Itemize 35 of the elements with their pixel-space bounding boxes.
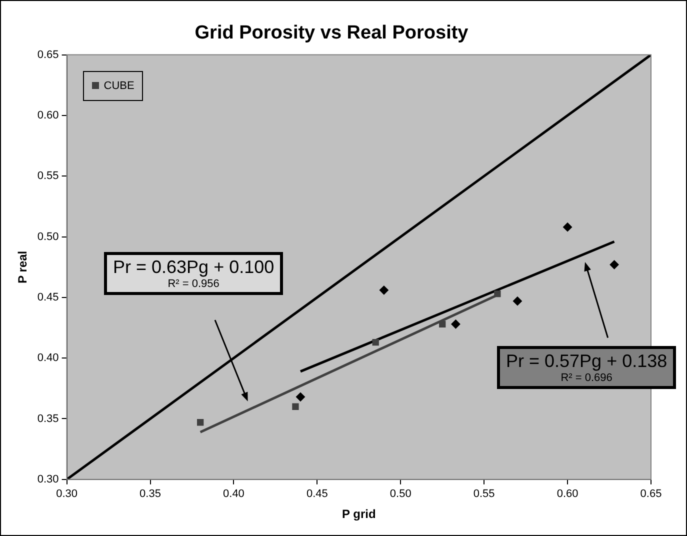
x-tick-label: 0.40 xyxy=(223,488,244,500)
y-tick-label: 0.40 xyxy=(37,352,59,364)
chart-title: Grid Porosity vs Real Porosity xyxy=(194,22,469,44)
x-tick-label: 0.35 xyxy=(140,488,161,500)
point xyxy=(512,296,522,306)
x-tick-label: 0.30 xyxy=(56,488,78,500)
x-tick-label: 0.65 xyxy=(640,488,662,500)
legend-label: CUBE xyxy=(104,80,134,92)
y-tick-label: 0.50 xyxy=(37,230,59,243)
x-tick-label: 0.55 xyxy=(473,488,495,500)
y-tick-label: 0.55 xyxy=(37,170,59,182)
x-tick-label: 0.60 xyxy=(556,488,578,500)
annotation: Pr = 0.63Pg + 0.100 xyxy=(113,257,274,278)
point xyxy=(610,260,619,270)
point xyxy=(439,320,446,328)
point xyxy=(292,403,299,410)
y-tick-label: 0.30 xyxy=(37,473,59,486)
y-tick-label: 0.65 xyxy=(37,48,59,61)
point xyxy=(451,320,460,329)
annotation: R² = 0.956 xyxy=(166,278,220,290)
point xyxy=(379,286,388,295)
y-axis-title: P real xyxy=(16,250,30,284)
point xyxy=(197,419,204,426)
x-axis-title: P grid xyxy=(342,507,376,522)
annotation: Pr = 0.57Pg + 0.138 xyxy=(506,351,668,372)
x-tick-label: 0.45 xyxy=(306,488,328,500)
annotation: R² = 0.696 xyxy=(560,372,614,384)
point xyxy=(563,222,572,232)
point xyxy=(494,290,501,298)
y-tick-label: 0.45 xyxy=(37,291,59,304)
y-tick-label: 0.60 xyxy=(37,109,59,122)
y-tick-label: 0.35 xyxy=(37,412,59,425)
point xyxy=(372,338,379,346)
x-tick-label: 0.50 xyxy=(390,488,412,500)
point xyxy=(296,392,305,402)
